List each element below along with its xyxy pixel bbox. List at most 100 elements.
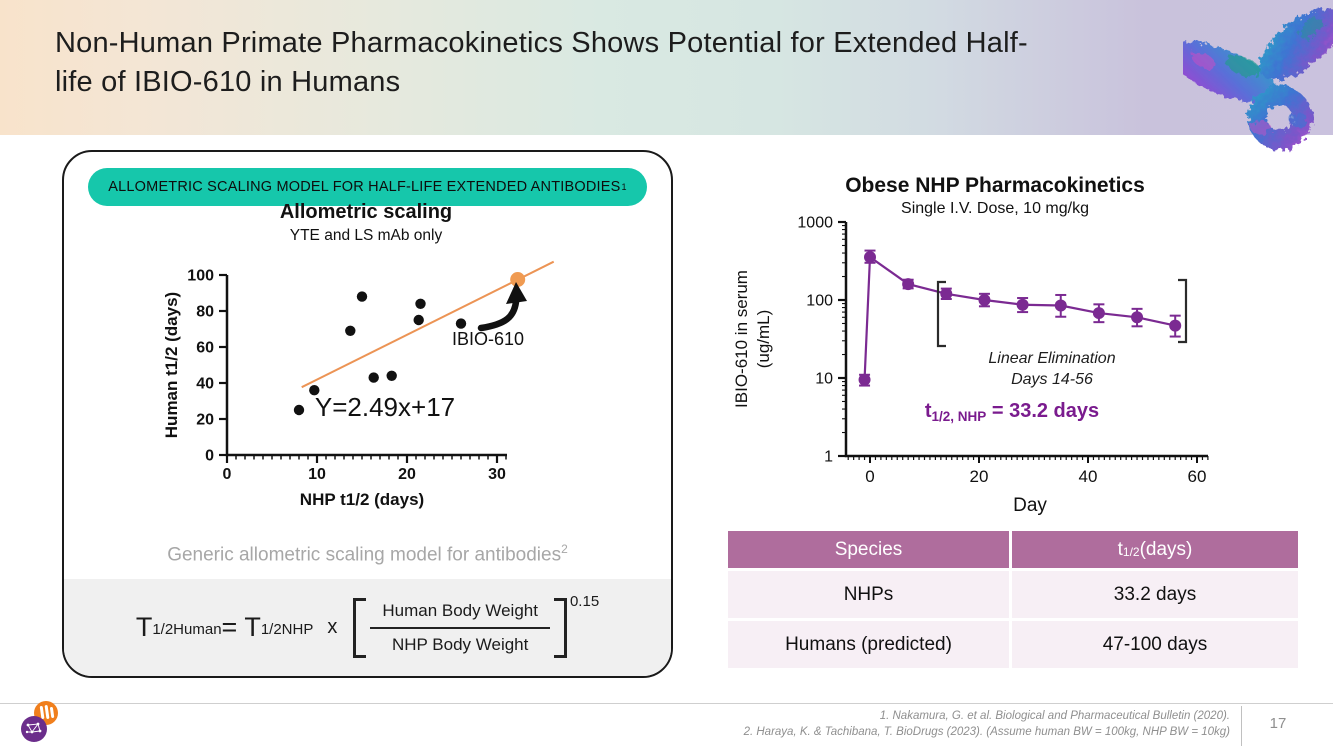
allometric-scatter-chart: 0 10 20 30 0 20 40 60 80 100 Allometric scaling YTE… (162, 201, 555, 509)
antibody-molecule-image (1168, 0, 1333, 162)
pk-data-point (858, 373, 871, 386)
bracket-left (353, 597, 367, 658)
panel-banner: ALLOMETRIC SCALING MODEL FOR HALF-LIFE E… (88, 168, 647, 206)
formula-fraction: Human Body Weight NHP Body Weight (370, 598, 550, 658)
page-number-divider (1241, 706, 1242, 746)
company-logo (18, 699, 64, 745)
pk-data-point (978, 294, 991, 306)
pk-data-point (1016, 298, 1029, 311)
panel-caption: Generic allometric scaling model for ant… (64, 542, 671, 566)
table-cell-humans-value: 47-100 days (1012, 621, 1298, 668)
pk-data-point (1092, 307, 1105, 320)
panel-caption-superscript: 2 (561, 542, 568, 556)
pk-xlabel: Day (1013, 495, 1047, 516)
pk-title: Obese NHP Pharmacokinetics (845, 174, 1145, 197)
pk-data-point (940, 287, 953, 300)
formula-denominator: NHP Body Weight (391, 634, 529, 654)
formula-times: x (327, 616, 338, 638)
table-header-species: Species (728, 531, 1009, 568)
page-number: 17 (1269, 715, 1287, 732)
scatter-point (356, 291, 368, 302)
highlight-point-ibio610 (510, 272, 526, 287)
pk-subtitle: Single I.V. Dose, 10 mg/kg (901, 200, 1089, 217)
bracket-day56 (1178, 278, 1188, 344)
pk-y-tick-label: 10 (815, 371, 833, 388)
curved-arrow (477, 298, 520, 332)
scatter-point (415, 298, 426, 309)
scatter-xlabel: NHP t1/2 (days) (300, 490, 424, 509)
x-tick-label: 30 (488, 466, 506, 483)
header-gradient-band (0, 0, 1333, 135)
pk-y-tick-label: 1 (824, 449, 833, 466)
scatter-subtitle: YTE and LS mAb only (290, 227, 443, 244)
x-tick-label: 20 (398, 466, 416, 483)
fit-equation: Y=2.49x+17 (315, 392, 455, 422)
curved-arrow-head (506, 282, 527, 304)
allometric-formula: T 1/2Human = T 1/2NHP x Human Body Weight N… (135, 593, 599, 658)
formula-ratio-group: Human Body Weight NHP Body Weight (353, 597, 567, 658)
reference-1: 1. Nakamura, G. et al. Biological and Ph… (879, 710, 1230, 722)
x-tick-label: 10 (308, 466, 326, 483)
highlight-label: IBIO-610 (452, 329, 524, 349)
scatter-point (413, 314, 424, 326)
pk-data-point (1054, 299, 1067, 312)
panel-caption-text: Generic allometric scaling model for ant… (167, 544, 562, 566)
formula-rhs-sub: 1/2NHP (260, 621, 314, 638)
bracket-day14 (936, 280, 946, 348)
table-header-halflife: t 1/2 (days) (1012, 531, 1298, 568)
pk-y-tick-label: 100 (806, 293, 833, 310)
panel-banner-superscript: 1 (621, 182, 627, 192)
scatter-point (368, 372, 379, 383)
scatter-ylabel: Human t1/2 (days) (162, 292, 181, 438)
scatter-point (293, 404, 305, 416)
x-tick-label: 0 (223, 466, 232, 483)
pk-data-point (902, 278, 915, 291)
allometric-scaling-panel: ALLOMETRIC SCALING MODEL FOR HALF-LIFE E… (62, 150, 673, 678)
formula-numerator: Human Body Weight (370, 598, 550, 629)
scatter-point (386, 370, 397, 381)
y-tick-label: 60 (196, 340, 214, 357)
y-tick-label: 20 (196, 412, 214, 429)
formula-box: T 1/2Human = T 1/2NHP x Human Body Weight N… (64, 579, 671, 676)
formula-lhs-sub: 1/2Human (152, 621, 222, 638)
scatter-point (455, 318, 467, 329)
pk-ylabel-line2: (ug/mL) (754, 310, 773, 369)
y-tick-label: 0 (205, 448, 214, 465)
scatter-axes (225, 275, 507, 457)
bracket-right (553, 597, 567, 658)
slide-title-line2: life of IBIO-610 in Humans (55, 66, 401, 98)
half-life-note: t1/2, NHP = 33.2 days (925, 400, 1099, 424)
pk-x-tick-label: 40 (1079, 467, 1098, 486)
pk-data-point (1169, 319, 1182, 332)
pk-x-tick-label: 0 (865, 467, 874, 486)
table-cell-nhps: NHPs (728, 571, 1009, 618)
elimination-note-line2: Days 14-56 (1011, 371, 1093, 388)
pk-x-tick-label: 20 (970, 467, 989, 486)
y-tick-label: 80 (196, 304, 214, 321)
panel-banner-text: ALLOMETRIC SCALING MODEL FOR HALF-LIFE E… (108, 179, 621, 195)
slide-title-line1: Non-Human Primate Pharmacokinetics Shows… (55, 27, 1028, 59)
pk-data-point (1131, 311, 1144, 324)
half-life-table: Species t 1/2 (days) NHPs 33.2 days Human… (728, 531, 1298, 668)
table-cell-humans: Humans (predicted) (728, 621, 1009, 668)
elimination-note-line1: Linear Elimination (988, 350, 1115, 367)
formula-equals: = T (221, 612, 261, 642)
scatter-point (309, 385, 320, 396)
pk-y-tick-label: 1000 (797, 215, 833, 232)
pk-x-tick-label: 60 (1188, 467, 1207, 486)
footnote-references: 1. Nakamura, G. et al. Biological and Ph… (530, 708, 1230, 740)
scatter-title: Allometric scaling (280, 201, 452, 223)
y-tick-label: 100 (187, 268, 214, 285)
pk-data-point (864, 251, 876, 264)
slide-title: Non-Human Primate Pharmacokinetics Shows… (55, 24, 1175, 102)
footer-divider-line (0, 703, 1333, 704)
table-cell-nhps-value: 33.2 days (1012, 571, 1298, 618)
formula-exponent: 0.15 (569, 593, 600, 610)
obese-nhp-pk-chart: 0 20 40 60 1 10 100 1000 Obese NHP Pharmacokinet… (732, 174, 1209, 516)
scatter-point (345, 325, 356, 336)
formula-lhs: T (135, 612, 153, 642)
pk-ylabel-line1: IBIO-610 in serum (732, 270, 751, 408)
y-tick-label: 40 (196, 376, 214, 393)
reference-2: 2. Haraya, K. & Tachibana, T. BioDrugs (… (743, 726, 1230, 738)
pk-series-line (863, 255, 1176, 380)
